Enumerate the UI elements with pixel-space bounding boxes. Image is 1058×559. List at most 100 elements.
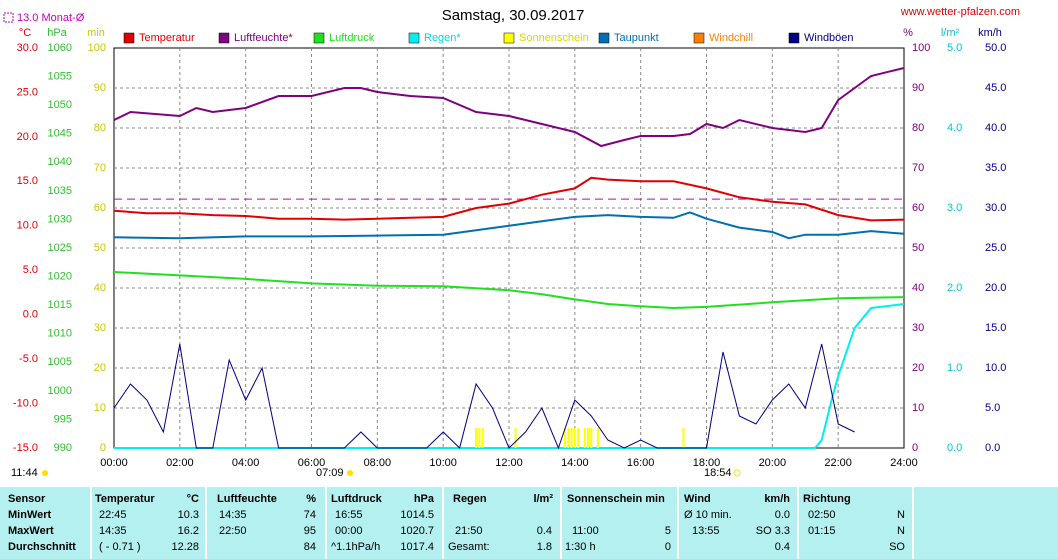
y-tick-label: 1005 [48,356,72,368]
y-tick-label: 40 [94,282,106,294]
table-cell: % [306,493,316,505]
y-tick-label: 1015 [48,299,72,311]
legend-label: Regen* [424,32,461,44]
y-tick-label: 90 [912,82,924,94]
axis-label: hPa [47,27,67,39]
y-tick-label: -10.0 [13,397,38,409]
table-cell: 74 [303,509,316,521]
y-tick-label: 50.0 [985,42,1006,54]
y-tick-label: 30.0 [17,42,38,54]
legend-label: Windchill [709,32,753,44]
table-cell: 0.0 [774,509,790,521]
y-tick-label: 990 [54,442,72,454]
table-cell: 22:45 [99,509,127,521]
table-cell: 84 [303,541,316,553]
table-cell: 10.3 [177,509,199,521]
y-tick-label: -5.0 [19,353,38,365]
sunrise: 07:09 [316,467,344,479]
separator [797,487,799,559]
y-tick-label: 2.0 [947,282,962,294]
sunshine-bar [514,428,517,448]
y-tick-label: 70 [912,162,924,174]
y-tick-label: 80 [94,122,106,134]
table-cell: Luftfeuchte [217,493,277,505]
table-cell: 16.2 [177,525,199,537]
y-tick-label: 45.0 [985,82,1006,94]
x-tick-label: 04:00 [232,457,260,469]
table-cell: 16:55 [335,509,363,521]
table-cell: 1:30 h [565,541,596,553]
y-tick-label: 60 [94,202,106,214]
y-tick-label: 90 [94,82,106,94]
y-tick-label: 10 [912,402,924,414]
table-cell: SO [889,541,905,553]
y-tick-label: 1050 [48,99,72,111]
table-cell: 13:55 [692,525,720,537]
y-tick-label: 1040 [48,156,72,168]
y-tick-label: 1.0 [947,362,962,374]
table-cell: Sensor [8,493,46,505]
y-tick-label: 100 [912,42,930,54]
y-tick-label: 25.0 [985,242,1006,254]
series-line [113,176,905,222]
y-tick-label: 3.0 [947,202,962,214]
table-cell: 1.8 [536,541,552,553]
y-tick-label: 10.0 [985,362,1006,374]
y-tick-label: 0 [912,442,918,454]
legend-label: Temperatur [139,32,195,44]
table-cell: 12.28 [171,541,199,553]
sunshine-bar [682,428,685,448]
y-tick-label: 1020 [48,270,72,282]
x-tick-label: 16:00 [627,457,655,469]
x-tick-label: 12:00 [495,457,523,469]
table-cell: 14:35 [99,525,127,537]
chart-title: Samstag, 30.09.2017 [442,7,585,24]
table-cell: Ø 10 min. [684,509,732,521]
sunshine-bar [475,428,478,448]
legend-label: Luftfeuchte* [234,32,293,44]
table-cell: °C [186,493,199,505]
y-tick-label: 1060 [48,42,72,54]
sunshine-bar [577,428,580,448]
y-tick-label: 0 [100,442,106,454]
y-tick-label: 5.0 [23,264,38,276]
x-tick-label: 14:00 [561,457,589,469]
y-tick-label: -15.0 [13,442,38,454]
y-tick-label: 25.0 [17,86,38,98]
y-tick-label: 10 [94,402,106,414]
y-tick-label: 1010 [48,328,72,340]
y-tick-label: 20 [912,362,924,374]
separator [560,487,562,559]
x-tick-label: 00:00 [100,457,128,469]
separator [677,487,679,559]
table-cell: l/m² [533,493,553,505]
y-tick-label: 1035 [48,185,72,197]
x-tick-label: 06:00 [298,457,326,469]
axis-label: km/h [978,27,1002,39]
legend-swatch [218,32,230,44]
y-tick-label: 5.0 [985,402,1000,414]
y-tick-label: 15.0 [985,322,1006,334]
y-tick-label: 15.0 [17,175,38,187]
sunshine-bar [587,428,589,448]
x-tick-label: 10:00 [429,457,457,469]
x-tick-label: 18:00 [693,457,721,469]
table-cell: Luftdruck [331,493,382,505]
table-cell: 1017.4 [400,541,434,553]
sun-icon [42,470,48,476]
avg-icon [3,12,14,23]
x-tick-label: 02:00 [166,457,194,469]
summary-table: Sensor Temperatur °C Luftfeuchte% Luftdruck h… [0,487,1058,559]
table-cell: Regen [453,493,487,505]
y-tick-label: 70 [94,162,106,174]
sunshine-bar [583,428,586,448]
table-cell: 01:15 [808,525,836,537]
y-tick-label: 4.0 [947,122,962,134]
separator [442,487,444,559]
table-cell: hPa [413,493,434,505]
legend-label: Taupunkt [614,32,659,44]
sunshine-bar [570,428,573,448]
table-cell: MinWert [8,509,52,521]
sunshine-bar [590,428,593,448]
